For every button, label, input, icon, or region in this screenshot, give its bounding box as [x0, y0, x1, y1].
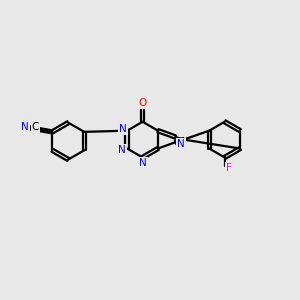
- Text: N: N: [139, 158, 147, 168]
- Text: N: N: [21, 122, 29, 132]
- Text: N: N: [119, 124, 127, 134]
- Text: C: C: [32, 122, 39, 132]
- Text: N: N: [118, 145, 126, 155]
- Text: F: F: [226, 163, 232, 173]
- Text: N: N: [177, 139, 184, 149]
- Text: O: O: [138, 98, 147, 108]
